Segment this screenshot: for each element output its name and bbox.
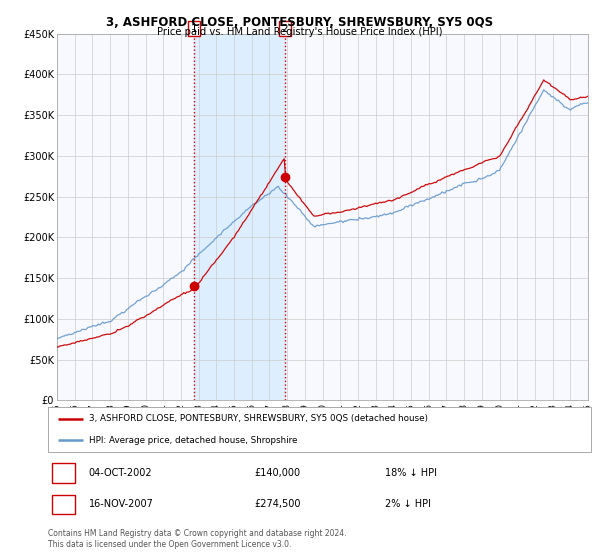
Bar — [194, 34, 285, 400]
Text: 1: 1 — [191, 24, 197, 34]
Text: 18% ↓ HPI: 18% ↓ HPI — [385, 468, 437, 478]
Text: Contains HM Land Registry data © Crown copyright and database right 2024.
This d: Contains HM Land Registry data © Crown c… — [48, 529, 347, 549]
Text: £274,500: £274,500 — [254, 500, 301, 510]
Text: £140,000: £140,000 — [254, 468, 301, 478]
Text: 3, ASHFORD CLOSE, PONTESBURY, SHREWSBURY, SY5 0QS (detached house): 3, ASHFORD CLOSE, PONTESBURY, SHREWSBURY… — [89, 414, 428, 423]
FancyBboxPatch shape — [52, 463, 75, 483]
Text: Price paid vs. HM Land Registry's House Price Index (HPI): Price paid vs. HM Land Registry's House … — [157, 27, 443, 37]
Text: HPI: Average price, detached house, Shropshire: HPI: Average price, detached house, Shro… — [89, 436, 297, 445]
Text: 2: 2 — [61, 500, 67, 510]
Text: 2: 2 — [281, 24, 288, 34]
Text: 2% ↓ HPI: 2% ↓ HPI — [385, 500, 431, 510]
Text: 04-OCT-2002: 04-OCT-2002 — [89, 468, 152, 478]
Text: 16-NOV-2007: 16-NOV-2007 — [89, 500, 154, 510]
FancyBboxPatch shape — [52, 494, 75, 514]
Text: 3, ASHFORD CLOSE, PONTESBURY, SHREWSBURY, SY5 0QS: 3, ASHFORD CLOSE, PONTESBURY, SHREWSBURY… — [106, 16, 494, 29]
Text: 1: 1 — [61, 468, 67, 478]
